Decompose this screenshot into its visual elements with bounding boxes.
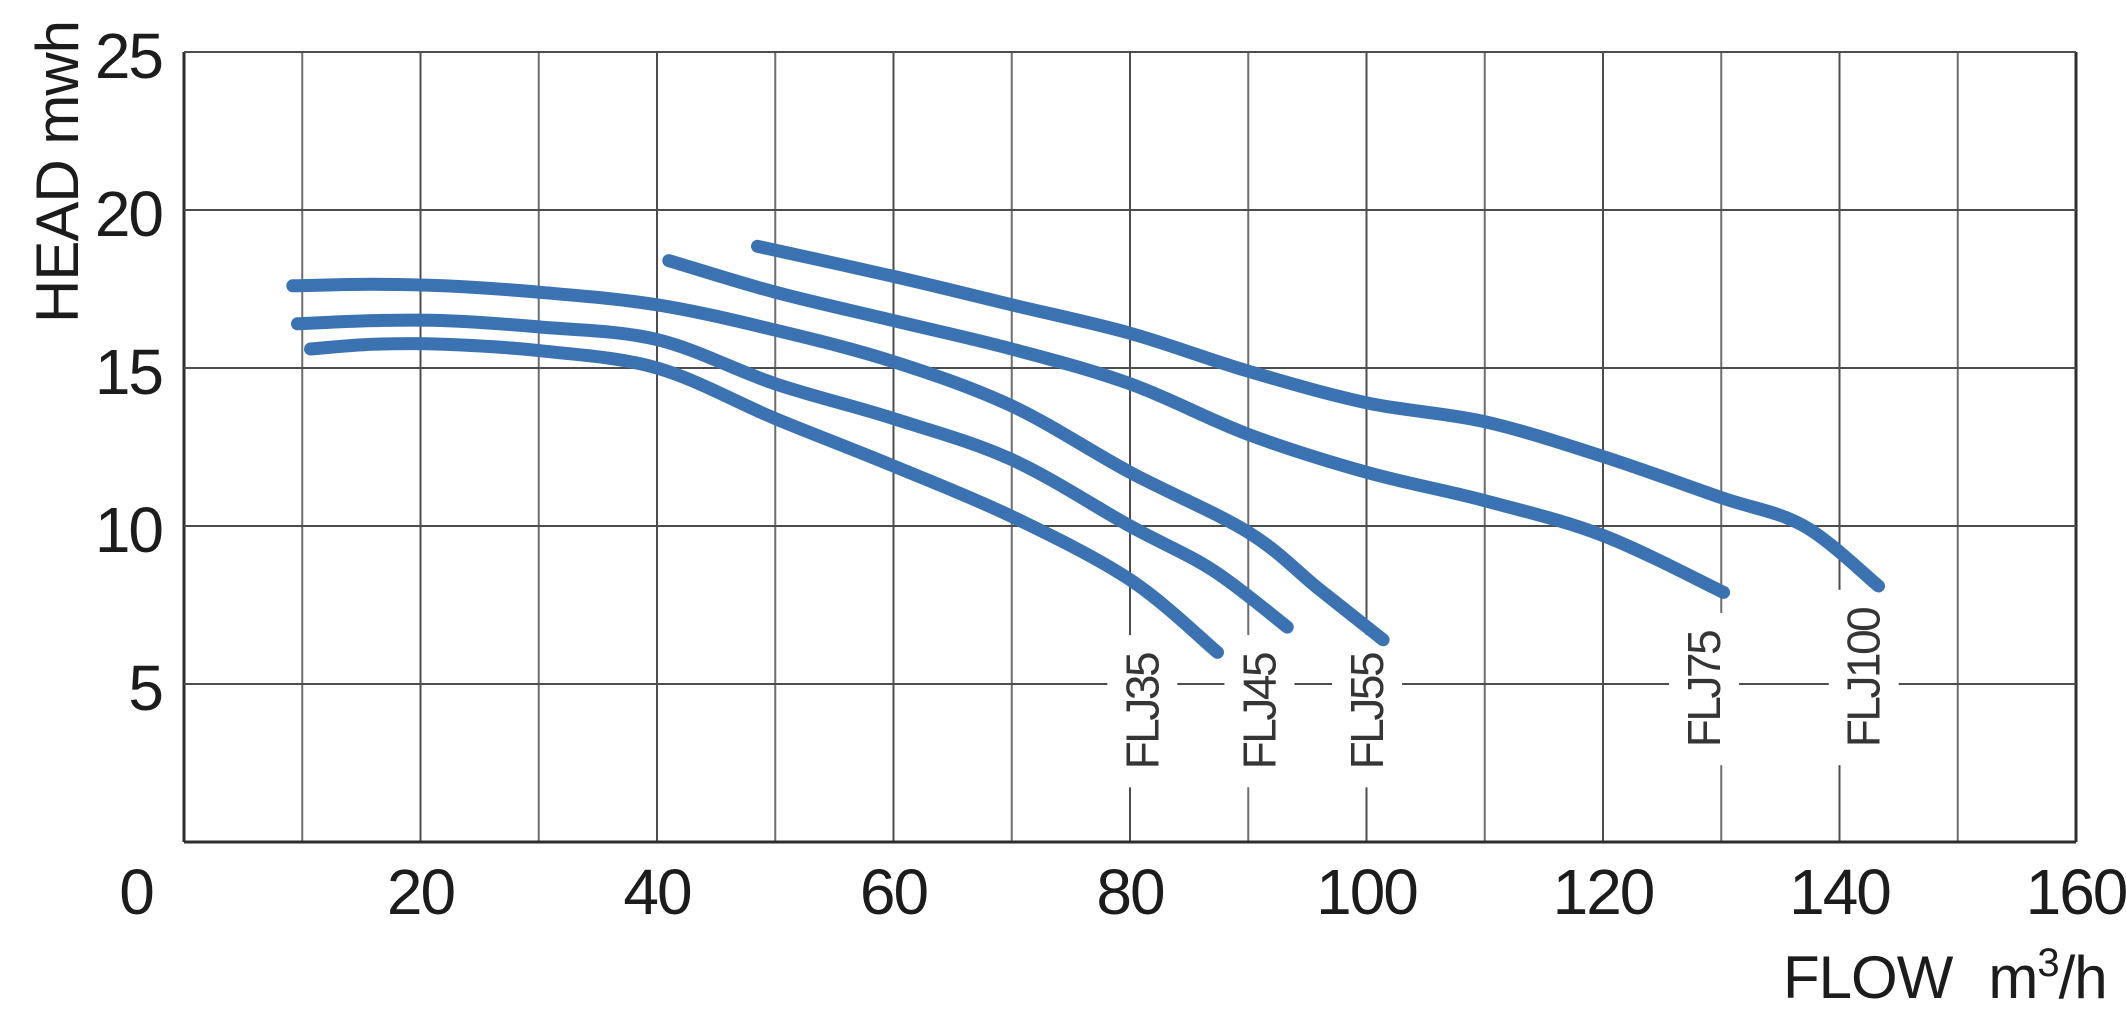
curve-label-flj35: FLJ35 [1116, 653, 1168, 769]
curve-label-flj45: FLJ45 [1233, 653, 1285, 769]
x-tick-label-60: 60 [860, 856, 928, 928]
curve-label-group-flj45: FLJ45 [1224, 635, 1295, 788]
curve-label-mask [1669, 612, 1740, 766]
x-tick-label-160: 160 [2026, 856, 2126, 928]
x-tick-labels: 0 20 40 60 80 100 120 140 160 [119, 856, 2126, 928]
x-tick-label-120: 120 [1553, 856, 1654, 928]
curve-label-mask [1224, 635, 1295, 788]
curve-label-flj55: FLJ55 [1341, 653, 1393, 769]
x-axis-unit-base: m [1988, 944, 2037, 1011]
x-axis-unit-end: /h [2059, 944, 2107, 1011]
curve-label-mask [1828, 589, 1899, 766]
curve-flj45 [291, 313, 1294, 634]
x-tick-label-20: 20 [387, 856, 455, 928]
x-axis-unit-superscript: 3 [2037, 941, 2058, 985]
x-tick-label-80: 80 [1096, 856, 1164, 928]
curve-label-group-flj75: FLJ75 [1669, 612, 1740, 766]
x-axis-title: FLOW m3/h [1783, 941, 2107, 1011]
x-tick-label-40: 40 [623, 856, 691, 928]
curve-flj55 [286, 277, 1390, 647]
curve-flj75 [662, 254, 1731, 599]
y-tick-label-5: 5 [128, 652, 162, 724]
curve-label-mask [1332, 635, 1403, 788]
x-axis-title-word: FLOW [1783, 944, 1954, 1011]
curve-flj100 [751, 239, 1885, 593]
y-tick-label-15: 15 [95, 336, 162, 408]
curve-flj35 [304, 337, 1224, 659]
curve-label-mask [1107, 635, 1178, 788]
x-tick-label-100: 100 [1316, 856, 1417, 928]
y-axis-title: HEAD mwh [24, 21, 91, 323]
pump-curves [286, 239, 1885, 659]
x-tick-label-140: 140 [1789, 856, 1890, 928]
x-tick-label-0: 0 [119, 856, 153, 928]
curve-label-group-flj100: FLJ100 [1828, 589, 1899, 766]
y-tick-label-10: 10 [95, 494, 163, 566]
y-tick-labels: 5 10 15 20 25 [95, 20, 165, 724]
curve-label-group-flj55: FLJ55 [1332, 635, 1403, 788]
y-tick-label-20: 20 [95, 178, 163, 250]
curve-labels: FLJ35 FLJ45 FLJ55 FLJ75 FLJ100 [1107, 589, 1899, 788]
curve-label-group-flj35: FLJ35 [1107, 635, 1178, 788]
curve-label-flj100: FLJ100 [1838, 608, 1890, 747]
y-tick-label-25: 25 [95, 20, 162, 92]
curve-label-flj75: FLJ75 [1678, 631, 1730, 747]
